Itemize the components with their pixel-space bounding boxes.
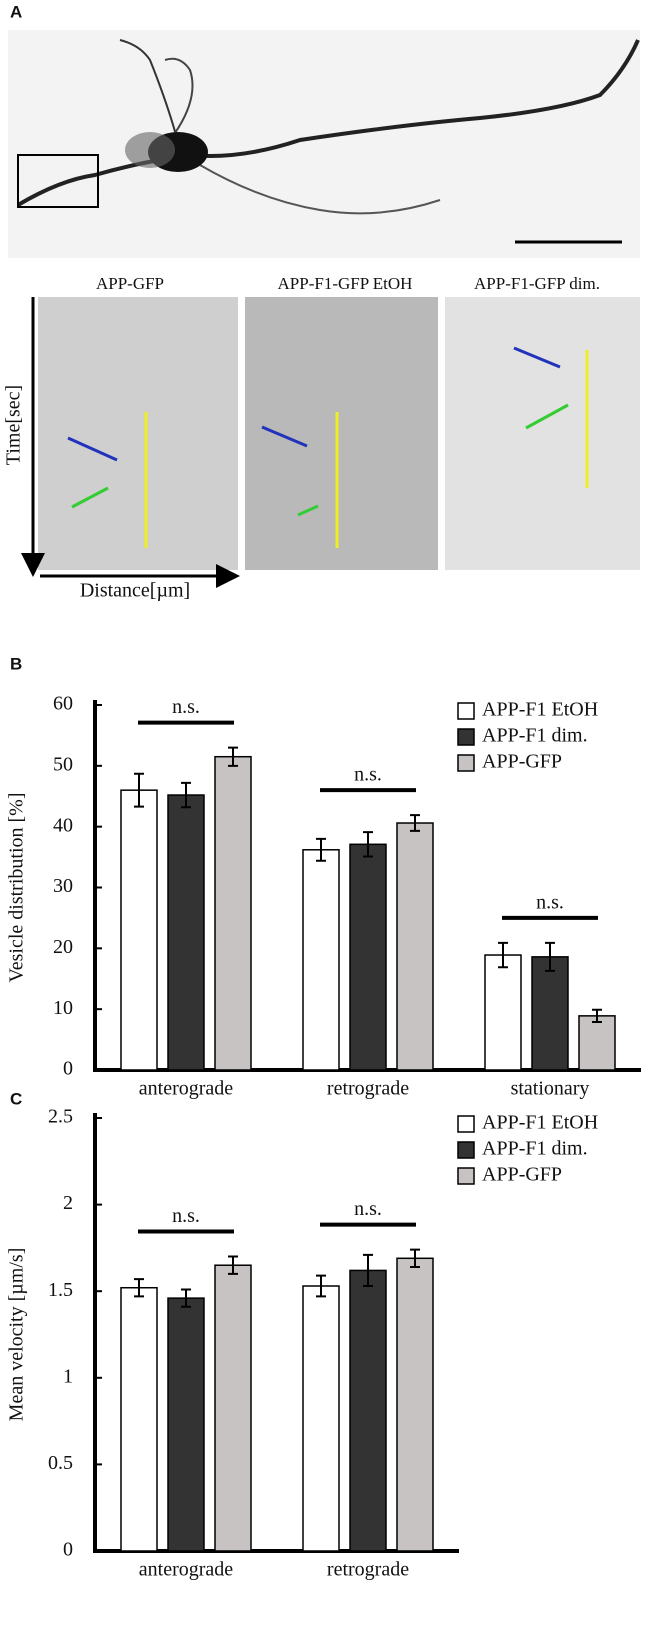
legend-swatch [457,1115,475,1133]
bar [167,1297,205,1552]
bar [349,843,387,1071]
y-axis-label: Vesicle distribution [%] [6,793,28,983]
bar [531,956,569,1071]
micrograph [8,30,640,258]
legend-label: APP-GFP [482,751,562,773]
y-tick-label: 2.5 [48,1106,73,1128]
annotation: n.s. [354,1198,382,1220]
error-bar [363,831,373,858]
annotation: n.s. [172,1205,200,1227]
annotation: n.s. [172,696,200,718]
kymographs: APP-GFP APP-F1-GFP EtOH APP-F1-GFP dim. … [3,274,640,602]
panel-label: A [10,2,22,21]
legend-swatch [457,754,475,772]
y-tick-label: 0 [63,1539,73,1561]
bar [396,822,434,1071]
bar [167,794,205,1071]
bar [484,954,522,1071]
x-tick-label: stationary [511,1078,590,1100]
error-bar [228,746,238,767]
y-axis-label: Mean velocity [µm/s] [6,1248,28,1422]
bar [578,1015,616,1071]
error-bar [316,837,326,862]
bar [302,849,340,1071]
error-bar [316,1274,326,1298]
annotation: n.s. [536,891,564,913]
x-tick-label: retrograde [327,1078,409,1100]
y-tick-label: 60 [53,693,73,715]
bar [120,789,158,1071]
legend-swatch [457,702,475,720]
legend-label: APP-GFP [482,1164,562,1186]
bar [214,1264,252,1552]
error-bar [410,814,420,832]
error-bar [498,941,508,969]
error-bar [592,1008,602,1023]
kymograph-y-label: Time[sec] [3,385,25,465]
panel-label: B [10,654,22,673]
error-bar [545,941,555,972]
error-bar [134,772,144,808]
panel-label: C [10,1089,22,1108]
legend-swatch [457,728,475,746]
kymograph-x-label: Distance[µm] [80,580,190,602]
error-bar [134,1278,144,1298]
x-tick-label: anterograde [139,1559,234,1581]
bar [396,1257,434,1552]
legend-label: APP-F1 EtOH [482,699,598,721]
error-bar [410,1248,420,1268]
kymograph-title: APP-GFP [96,274,164,293]
error-bar [363,1253,373,1287]
y-tick-label: 1 [63,1365,73,1387]
y-tick-label: 30 [53,875,73,897]
kymograph-title: APP-F1-GFP dim. [474,274,600,293]
bar [120,1286,158,1552]
y-tick-label: 0.5 [48,1452,73,1474]
y-tick-label: 0 [63,1058,73,1080]
x-tick-label: anterograde [139,1078,234,1100]
bar [214,755,252,1071]
legend-swatch [457,1141,475,1159]
y-tick-label: 50 [53,753,73,775]
legend-label: APP-F1 dim. [482,725,588,747]
x-tick-label: retrograde [327,1559,409,1581]
error-bar [228,1255,238,1275]
annotation: n.s. [354,764,382,786]
legend-label: APP-F1 dim. [482,1138,588,1160]
legend-label: APP-F1 EtOH [482,1112,598,1134]
error-bar [181,781,191,809]
bar [302,1285,340,1552]
legend-swatch [457,1167,475,1185]
y-tick-label: 1.5 [48,1279,73,1301]
y-tick-label: 40 [53,814,73,836]
y-tick-label: 10 [53,997,73,1019]
error-bar [181,1288,191,1308]
kymograph-title: APP-F1-GFP EtOH [278,274,413,293]
bar [349,1269,387,1552]
y-tick-label: 2 [63,1192,73,1214]
y-tick-label: 20 [53,936,73,958]
